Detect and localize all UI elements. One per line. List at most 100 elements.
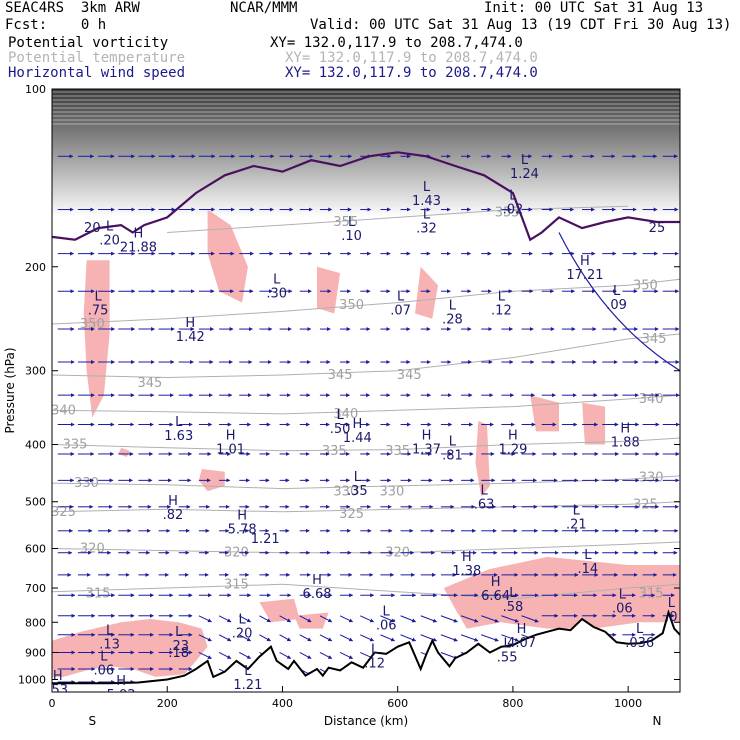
isentrope-label: 335 [322, 444, 347, 459]
wind-vector [319, 652, 333, 659]
isentrope-label: 320 [224, 546, 249, 561]
pv-region-3 [207, 209, 248, 303]
extremum-value: .12 [364, 656, 385, 671]
extremum-value: 1.29 [498, 442, 527, 457]
wind-vector [400, 634, 417, 642]
extremum-marker: H [462, 550, 472, 565]
y-tick-label: 800 [25, 616, 46, 629]
extremum-marker: L [354, 470, 362, 485]
isentrope-label: 330 [74, 476, 99, 491]
extremum-value: 1.44 [343, 431, 372, 446]
wind-vector [299, 615, 312, 623]
isentrope-345 [52, 333, 680, 379]
terrain [52, 609, 680, 692]
extremum-value: 4.07 [507, 636, 536, 651]
wind-contour [558, 232, 680, 372]
wind-vector [481, 615, 499, 623]
extremum-value: .0 [665, 610, 677, 625]
tropopause-contour [52, 151, 680, 242]
init-time: Init: 00 UTC Sat 31 Aug 13 [484, 0, 704, 16]
extremum-marker: L [613, 284, 621, 299]
wind-vector [460, 634, 479, 642]
isentrope-label: 330 [380, 484, 405, 499]
extremum-value: .21 [566, 518, 587, 533]
extremum-marker: H [352, 417, 362, 432]
extremum-value: .06 [376, 618, 397, 633]
extremum-marker: H [168, 494, 178, 509]
x-tick-label: 1000 [614, 697, 642, 710]
wind-vector [239, 634, 252, 642]
extremum-marker: H [185, 316, 195, 331]
extremum-marker: L [100, 649, 108, 664]
extremum-value: .28 [442, 312, 463, 327]
extremum-value: 1.37 [412, 442, 441, 457]
extremum-marker: L [106, 220, 114, 235]
extremum-value: .036 [625, 636, 654, 651]
extremum-value: 5.02 [107, 688, 136, 703]
extremum-marker: L [336, 408, 344, 423]
extremum-marker: H [134, 227, 144, 242]
extremum-marker: L [239, 612, 247, 627]
extremum-marker: L [423, 208, 431, 223]
extremum-value: .12 [491, 304, 512, 319]
extremum-marker: L [449, 435, 457, 450]
wind-vector [218, 652, 232, 659]
extremum-marker: H [508, 428, 518, 443]
extremum-marker: H [53, 669, 63, 684]
extremum-marker: L [397, 290, 405, 305]
upper-wind-shading [52, 89, 680, 218]
tropopause-line: 20 25 [52, 151, 680, 372]
extremum-marker: L [94, 290, 102, 305]
wind-vector [198, 634, 212, 642]
isentrope-label: 330 [639, 471, 664, 486]
wind-vector [460, 615, 479, 623]
isentrope-label: 355 [333, 215, 358, 230]
extremum-marker: L [480, 484, 488, 499]
extremum-value: .81 [442, 449, 463, 464]
isentrope-label: 345 [642, 332, 667, 347]
wind-vector [218, 615, 232, 623]
extremum-value: 17.21 [566, 268, 603, 283]
extremum-value: .13 [99, 637, 120, 652]
field-wind-xy: XY= 132.0,117.9 to 208.7,474.0 [285, 65, 538, 81]
wind-vector [360, 615, 375, 623]
y-tick-label: 1000 [18, 673, 46, 686]
isentrope-label: 335 [385, 444, 410, 459]
extremum-value: .14 [577, 562, 598, 577]
extremum-value: .20 [232, 626, 253, 641]
y-tick-label: 300 [25, 365, 46, 378]
extremum-marker: L [636, 622, 644, 637]
wind-vector [299, 634, 312, 642]
pv-region-11 [259, 598, 300, 623]
isentrope-335 [52, 437, 680, 452]
x-tick-label: 600 [387, 697, 408, 710]
extremum-value: .02 [503, 202, 524, 217]
wind-vector [380, 615, 396, 623]
wind-vector [339, 652, 354, 659]
wind-vector [259, 615, 272, 623]
field-pv-label: Potential vorticity [8, 35, 169, 51]
extremum-marker: L [106, 623, 114, 638]
extremum-value: .23 [168, 639, 189, 654]
extremum-marker: L [498, 290, 506, 305]
extremum-value: 6.64 [481, 589, 510, 604]
extremum-marker: H [517, 622, 527, 637]
y-tick-label: 100 [25, 83, 46, 96]
wind-vector [218, 634, 232, 642]
extremum-marker: L [573, 504, 581, 519]
isentrope-315 [52, 583, 680, 600]
isentrope-350 [52, 278, 680, 325]
south-label: S [89, 714, 97, 728]
extremum-marker: L [175, 625, 183, 640]
extremum-marker: L [509, 586, 517, 601]
x-tick-label: 0 [49, 697, 56, 710]
extremum-marker: H [491, 575, 501, 590]
wind-contour-label: 25 [649, 221, 666, 236]
extremum-value: .06 [612, 602, 633, 617]
wind-vector [239, 615, 252, 623]
isentrope-340 [52, 394, 680, 415]
extremum-value: .82 [163, 508, 184, 523]
extremum-value: 1.01 [216, 442, 245, 457]
extremum-marker: L [273, 272, 281, 287]
